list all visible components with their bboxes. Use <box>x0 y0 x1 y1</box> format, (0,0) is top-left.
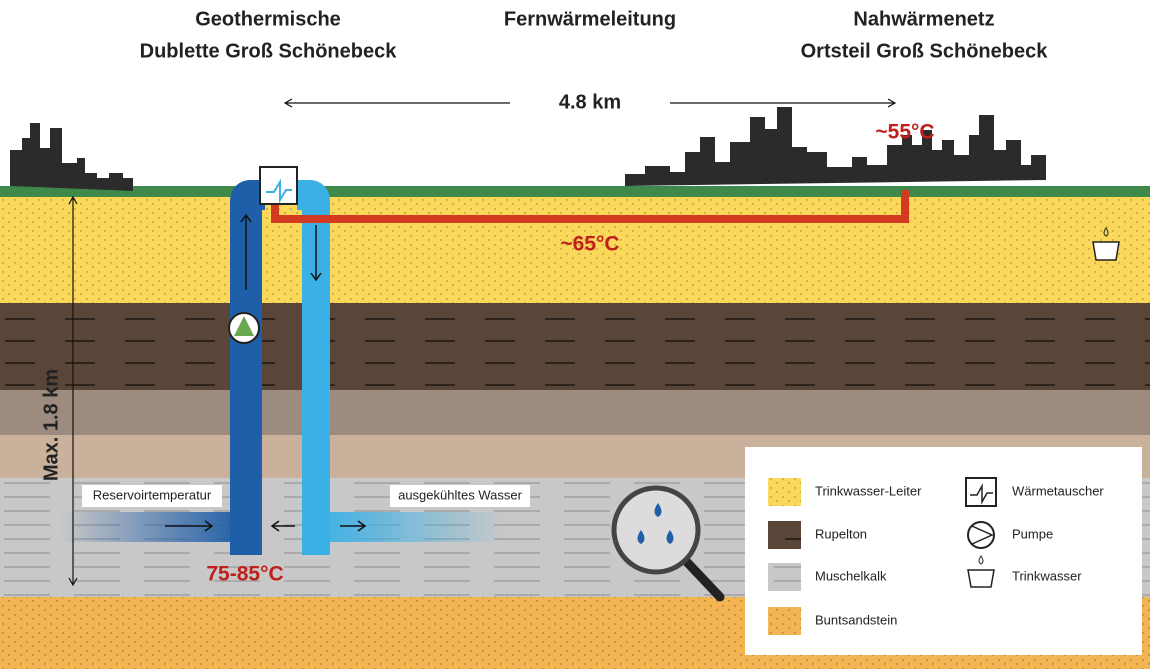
depth: Max. 1.8 km <box>40 369 62 481</box>
production-well <box>230 180 265 555</box>
distance: 4.8 km <box>559 91 621 113</box>
flow-arrows <box>165 213 367 532</box>
flow-cool <box>315 512 505 542</box>
legend-label: Trinkwasser <box>1012 568 1082 583</box>
header-right: Nahwärmenetz <box>853 8 994 30</box>
skyline <box>10 107 1046 191</box>
header-right: Ortsteil Groß Schönebeck <box>801 40 1049 62</box>
legend-label: Pumpe <box>1012 526 1053 541</box>
legend-label: Buntsandstein <box>815 612 897 627</box>
temp-network: ~55°C <box>875 121 934 144</box>
temp-reservoir: 75-85°C <box>206 563 283 586</box>
legend-label: Wärmetauscher <box>1012 483 1104 498</box>
magnifier <box>611 485 725 602</box>
legend: Trinkwasser-Leiter Rupelton Muschelkalk … <box>745 447 1142 655</box>
flow-warm <box>60 512 245 542</box>
temp-pipe: ~65°C <box>560 233 619 256</box>
cooled-label: ausgekühltes Wasser <box>398 487 522 502</box>
reservoir-label: Reservoirtemperatur <box>93 487 212 502</box>
injection-well <box>297 180 330 555</box>
header-center: Fernwärmeleitung <box>504 8 676 30</box>
legend-label: Trinkwasser-Leiter <box>815 483 922 498</box>
legend-label: Muschelkalk <box>815 568 887 583</box>
district-heating-pipe <box>271 190 909 223</box>
legend-label: Rupelton <box>815 526 867 541</box>
header-left: Geothermische <box>195 8 341 30</box>
header-left: Dublette Groß Schönebeck <box>140 40 398 62</box>
